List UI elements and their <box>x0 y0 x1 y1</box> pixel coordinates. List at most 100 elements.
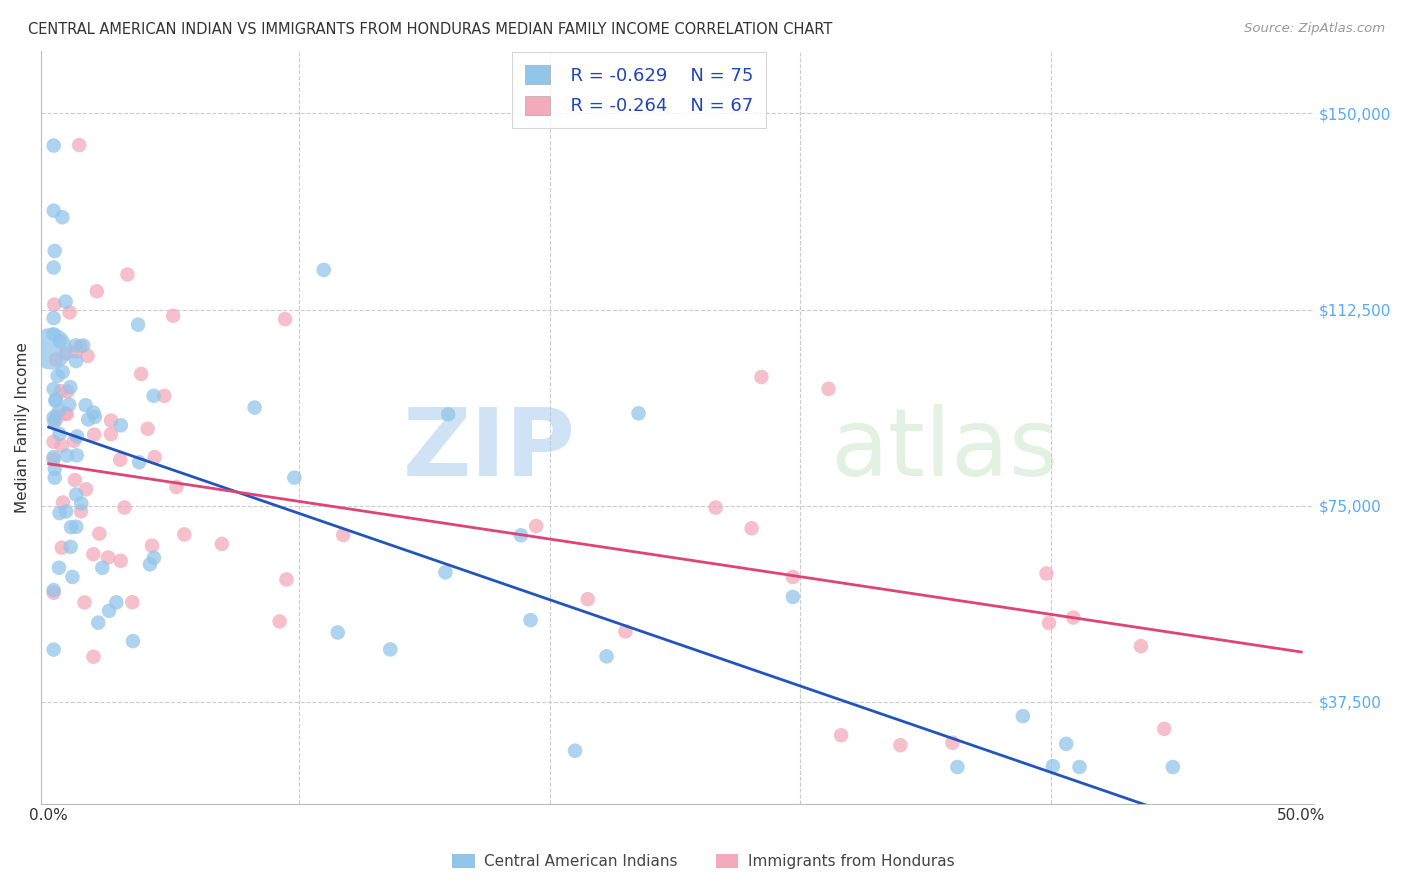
Point <box>45 413 67 427</box>
Point <box>142 389 165 403</box>
Point <box>65 520 87 534</box>
Point <box>42 311 65 326</box>
Point <box>65 487 87 501</box>
Point <box>741 521 763 535</box>
Point <box>510 528 533 542</box>
Point <box>98 604 121 618</box>
Legend: Central American Indians, Immigrants from Honduras: Central American Indians, Immigrants fro… <box>446 847 960 875</box>
Point <box>782 590 804 604</box>
Point <box>1038 615 1060 630</box>
Legend:   R = -0.629    N = 75,   R = -0.264    N = 67: R = -0.629 N = 75, R = -0.264 N = 67 <box>512 52 766 128</box>
Point <box>86 285 108 299</box>
Point <box>42 586 65 600</box>
Point <box>66 429 89 443</box>
Point <box>117 268 139 282</box>
Point <box>75 398 97 412</box>
Point <box>56 449 79 463</box>
Point <box>46 368 69 383</box>
Point <box>1153 722 1175 736</box>
Point <box>332 528 354 542</box>
Point <box>70 497 93 511</box>
Point <box>91 561 114 575</box>
Point <box>49 384 72 399</box>
Point <box>63 434 86 448</box>
Point <box>42 434 65 449</box>
Y-axis label: Median Family Income: Median Family Income <box>15 342 30 513</box>
Point <box>165 480 187 494</box>
Point <box>56 384 79 399</box>
Point <box>39 342 62 356</box>
Point <box>211 537 233 551</box>
Point <box>42 203 65 218</box>
Point <box>1042 759 1064 773</box>
Text: Source: ZipAtlas.com: Source: ZipAtlas.com <box>1244 22 1385 36</box>
Point <box>45 392 67 407</box>
Point <box>128 455 150 469</box>
Point <box>75 483 97 497</box>
Point <box>941 736 963 750</box>
Point <box>751 370 773 384</box>
Point <box>434 566 457 580</box>
Point <box>139 558 162 572</box>
Point <box>69 339 91 353</box>
Point <box>105 595 128 609</box>
Point <box>59 540 82 554</box>
Text: CENTRAL AMERICAN INDIAN VS IMMIGRANTS FROM HONDURAS MEDIAN FAMILY INCOME CORRELA: CENTRAL AMERICAN INDIAN VS IMMIGRANTS FR… <box>28 22 832 37</box>
Point <box>1035 566 1057 581</box>
Point <box>44 393 66 408</box>
Point <box>44 414 66 428</box>
Point <box>58 398 80 412</box>
Point <box>42 450 65 464</box>
Point <box>524 519 547 533</box>
Point <box>1161 760 1184 774</box>
Point <box>56 407 79 421</box>
Point <box>283 470 305 484</box>
Point <box>121 595 143 609</box>
Point <box>153 389 176 403</box>
Text: ZIP: ZIP <box>402 404 575 496</box>
Point <box>129 367 152 381</box>
Point <box>276 573 298 587</box>
Point <box>136 422 159 436</box>
Point <box>66 449 89 463</box>
Point <box>269 615 291 629</box>
Point <box>51 541 73 555</box>
Point <box>437 408 460 422</box>
Point <box>77 412 100 426</box>
Point <box>83 409 105 424</box>
Point <box>42 327 65 342</box>
Point <box>108 452 131 467</box>
Point <box>55 294 77 309</box>
Point <box>42 410 65 425</box>
Point <box>243 401 266 415</box>
Point <box>59 380 82 394</box>
Point <box>97 550 120 565</box>
Point <box>704 500 727 515</box>
Point <box>65 344 87 359</box>
Point <box>82 406 104 420</box>
Point <box>45 409 67 423</box>
Point <box>52 495 75 509</box>
Point <box>1012 709 1035 723</box>
Point <box>45 352 67 367</box>
Point <box>44 244 66 258</box>
Point <box>67 138 90 153</box>
Point <box>817 382 839 396</box>
Point <box>576 592 599 607</box>
Point <box>82 547 104 561</box>
Point <box>55 346 77 360</box>
Point <box>65 338 87 352</box>
Point <box>312 263 335 277</box>
Point <box>110 554 132 568</box>
Point <box>100 413 122 427</box>
Point <box>89 526 111 541</box>
Point <box>73 595 96 609</box>
Point <box>889 738 911 752</box>
Point <box>946 760 969 774</box>
Point <box>162 309 184 323</box>
Point <box>100 427 122 442</box>
Point <box>48 403 70 417</box>
Point <box>51 439 73 453</box>
Point <box>114 500 136 515</box>
Point <box>595 649 617 664</box>
